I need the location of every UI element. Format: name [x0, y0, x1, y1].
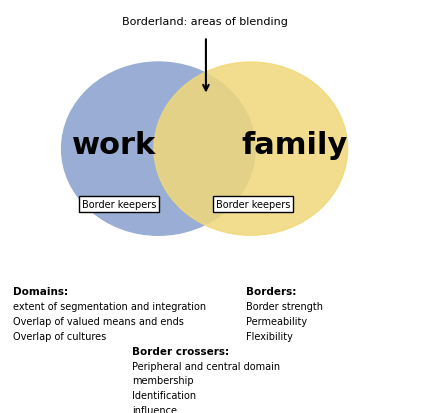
Text: family: family — [242, 131, 348, 160]
Text: influence: influence — [132, 406, 177, 413]
Text: Border keepers: Border keepers — [81, 199, 156, 209]
Text: Overlap of valued means and ends: Overlap of valued means and ends — [13, 317, 184, 327]
Text: Flexibility: Flexibility — [246, 332, 293, 342]
Text: Overlap of cultures: Overlap of cultures — [13, 332, 106, 342]
Text: Borderland: areas of blending: Borderland: areas of blending — [122, 17, 287, 26]
Text: membership: membership — [132, 375, 194, 386]
Text: Domains:: Domains: — [13, 287, 68, 297]
Text: Borders:: Borders: — [246, 287, 297, 297]
Text: extent of segmentation and integration: extent of segmentation and integration — [13, 302, 206, 312]
Circle shape — [154, 63, 348, 236]
Text: Identification: Identification — [132, 390, 196, 401]
Text: Permeability: Permeability — [246, 317, 308, 327]
Text: Border crossers:: Border crossers: — [132, 346, 229, 356]
Circle shape — [62, 63, 255, 236]
Text: work: work — [72, 131, 157, 160]
Text: Peripheral and central domain: Peripheral and central domain — [132, 361, 280, 370]
Text: Border strength: Border strength — [246, 302, 323, 312]
Text: Border keepers: Border keepers — [216, 199, 290, 209]
